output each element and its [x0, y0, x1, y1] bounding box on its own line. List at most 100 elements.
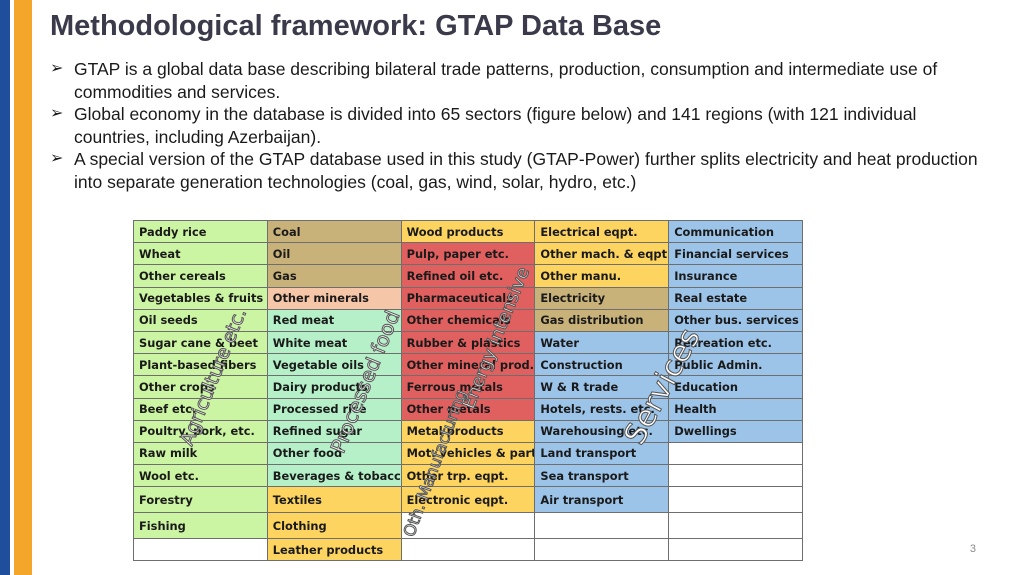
sector-cell: Electronic eqpt. [400, 486, 536, 514]
sector-cell: Recreation etc. [668, 330, 803, 355]
sector-cell: Forestry [133, 486, 268, 514]
sector-cell: Leather products [266, 538, 402, 562]
table-row: Other crops Dairy products Ferrous metals W… [133, 375, 803, 399]
sector-cell: Other mineral prod. [400, 353, 536, 377]
sector-cell [668, 512, 803, 540]
sector-cell: Air transport [534, 486, 670, 514]
slide-title: Methodological framework: GTAP Data Base [50, 10, 662, 42]
sector-cell: Vegetables & fruits [133, 286, 268, 310]
bullet-text: Global economy in the database is divide… [74, 104, 917, 147]
bullet-item: ➢ GTAP is a global data base describing b… [50, 58, 990, 103]
arrow-bullet-icon: ➢ [50, 60, 64, 77]
sector-cell: Clothing [266, 512, 402, 540]
sector-cell: Hotels, rests. etc. [534, 397, 670, 421]
bullet-list: ➢ GTAP is a global data base describing b… [50, 58, 990, 193]
table-row: Forestry Textiles Electronic eqpt. Air tran… [133, 486, 803, 514]
sector-cell: Construction [534, 353, 670, 377]
sector-cell: Refined oil etc. [400, 264, 536, 288]
sector-cell: Beef etc. [133, 397, 268, 421]
table-row: Leather products [133, 538, 803, 562]
sector-cell: Other food [266, 441, 402, 466]
sector-cell [534, 538, 670, 562]
sector-cell: Public Admin. [668, 353, 803, 377]
sector-cell: Oil [266, 242, 402, 266]
sector-cell: Textiles [266, 486, 402, 514]
sector-cell: Vegetable oils [266, 353, 402, 377]
sector-cell [668, 464, 803, 488]
sector-cell [668, 486, 803, 514]
sector-cell: Refined sugar [266, 419, 402, 443]
sector-cell: Other manu. [534, 264, 670, 288]
table-row: Oil seeds Red meat Other chemicals Gas dist… [133, 308, 803, 332]
table-row: Wool etc. Beverages & tobacco Other trp. e… [133, 464, 803, 488]
sector-cell: Real estate [668, 286, 803, 310]
sector-cell: Education [668, 375, 803, 399]
sector-cell [668, 441, 803, 466]
sector-cell: Other cereals [133, 264, 268, 288]
bullet-item: ➢ Global economy in the database is divid… [50, 103, 990, 148]
sector-cell: Wool etc. [133, 464, 268, 488]
sector-cell: Other trp. eqpt. [400, 464, 536, 488]
table-row: Fishing Clothing [133, 512, 803, 540]
sector-cell: Other crops [133, 375, 268, 399]
sector-cell: Land transport [534, 441, 670, 466]
sector-cell: Paddy rice [133, 219, 268, 244]
bullet-text: A special version of the GTAP database u… [74, 149, 978, 192]
sector-table-figure: Paddy rice Coal Wood products Electrical eq… [133, 219, 803, 562]
sector-cell: Metal products [400, 419, 536, 443]
sector-cell: Other bus. services [668, 308, 803, 332]
sector-cell: Water [534, 330, 670, 355]
table-row: Plant-based fibers Vegetable oils Other mi… [133, 353, 803, 377]
sector-cell: Sugar cane & beet [133, 330, 268, 355]
sector-cell: Warehousing etc. [534, 419, 670, 443]
sector-cell [668, 538, 803, 562]
sector-table: Paddy rice Coal Wood products Electrical eq… [133, 219, 803, 562]
table-row: Poultry, pork, etc. Refined sugar Metal pr… [133, 419, 803, 443]
arrow-bullet-icon: ➢ [50, 105, 64, 122]
sector-cell: W & R trade [534, 375, 670, 399]
sector-cell: Other minerals [266, 286, 402, 310]
table-row: Vegetables & fruits Other minerals Pharmac… [133, 286, 803, 310]
sector-cell: Plant-based fibers [133, 353, 268, 377]
sector-cell: Electrical eqpt. [534, 219, 670, 244]
sector-cell: Communication [668, 219, 803, 244]
sector-cell: Insurance [668, 264, 803, 288]
sector-cell: Health [668, 397, 803, 421]
sector-cell: Wood products [400, 219, 536, 244]
sector-cell: Oil seeds [133, 308, 268, 332]
table-row: Raw milk Other food Mot. vehicles & parts L… [133, 441, 803, 466]
bullet-item: ➢ A special version of the GTAP database … [50, 148, 990, 193]
table-row: Sugar cane & beet White meat Rubber & plas… [133, 330, 803, 355]
sector-cell [133, 538, 268, 562]
sector-cell: Other mach. & eqpt. [534, 242, 670, 266]
sector-cell [400, 538, 536, 562]
sector-cell: Beverages & tobacco [266, 464, 402, 488]
sector-cell: Fishing [133, 512, 268, 540]
left-accent-bar-gold [14, 0, 32, 575]
table-row: Wheat Oil Pulp, paper etc. Other mach. & eq… [133, 242, 803, 266]
sector-cell: Dwellings [668, 419, 803, 443]
sector-cell: Poultry, pork, etc. [133, 419, 268, 443]
table-row: Paddy rice Coal Wood products Electrical eq… [133, 219, 803, 244]
sector-cell: Electricity [534, 286, 670, 310]
sector-cell: Red meat [266, 308, 402, 332]
table-row: Other cereals Gas Refined oil etc. Other ma… [133, 264, 803, 288]
sector-cell: Dairy products [266, 375, 402, 399]
sector-cell [400, 512, 536, 540]
sector-cell: White meat [266, 330, 402, 355]
sector-cell: Pharmaceuticals [400, 286, 536, 310]
sector-cell: Processed rice [266, 397, 402, 421]
sector-cell: Other chemicals [400, 308, 536, 332]
arrow-bullet-icon: ➢ [50, 150, 64, 167]
left-accent-bar-blue [0, 0, 10, 575]
sector-cell: Pulp, paper etc. [400, 242, 536, 266]
sector-cell: Mot. vehicles & parts [400, 441, 536, 466]
page-number: 3 [969, 543, 976, 555]
sector-cell: Sea transport [534, 464, 670, 488]
sector-cell: Coal [266, 219, 402, 244]
sector-cell: Gas distribution [534, 308, 670, 332]
sector-cell: Gas [266, 264, 402, 288]
sector-cell: Wheat [133, 242, 268, 266]
table-row: Beef etc. Processed rice Other metals Hotel… [133, 397, 803, 421]
sector-cell [534, 512, 670, 540]
